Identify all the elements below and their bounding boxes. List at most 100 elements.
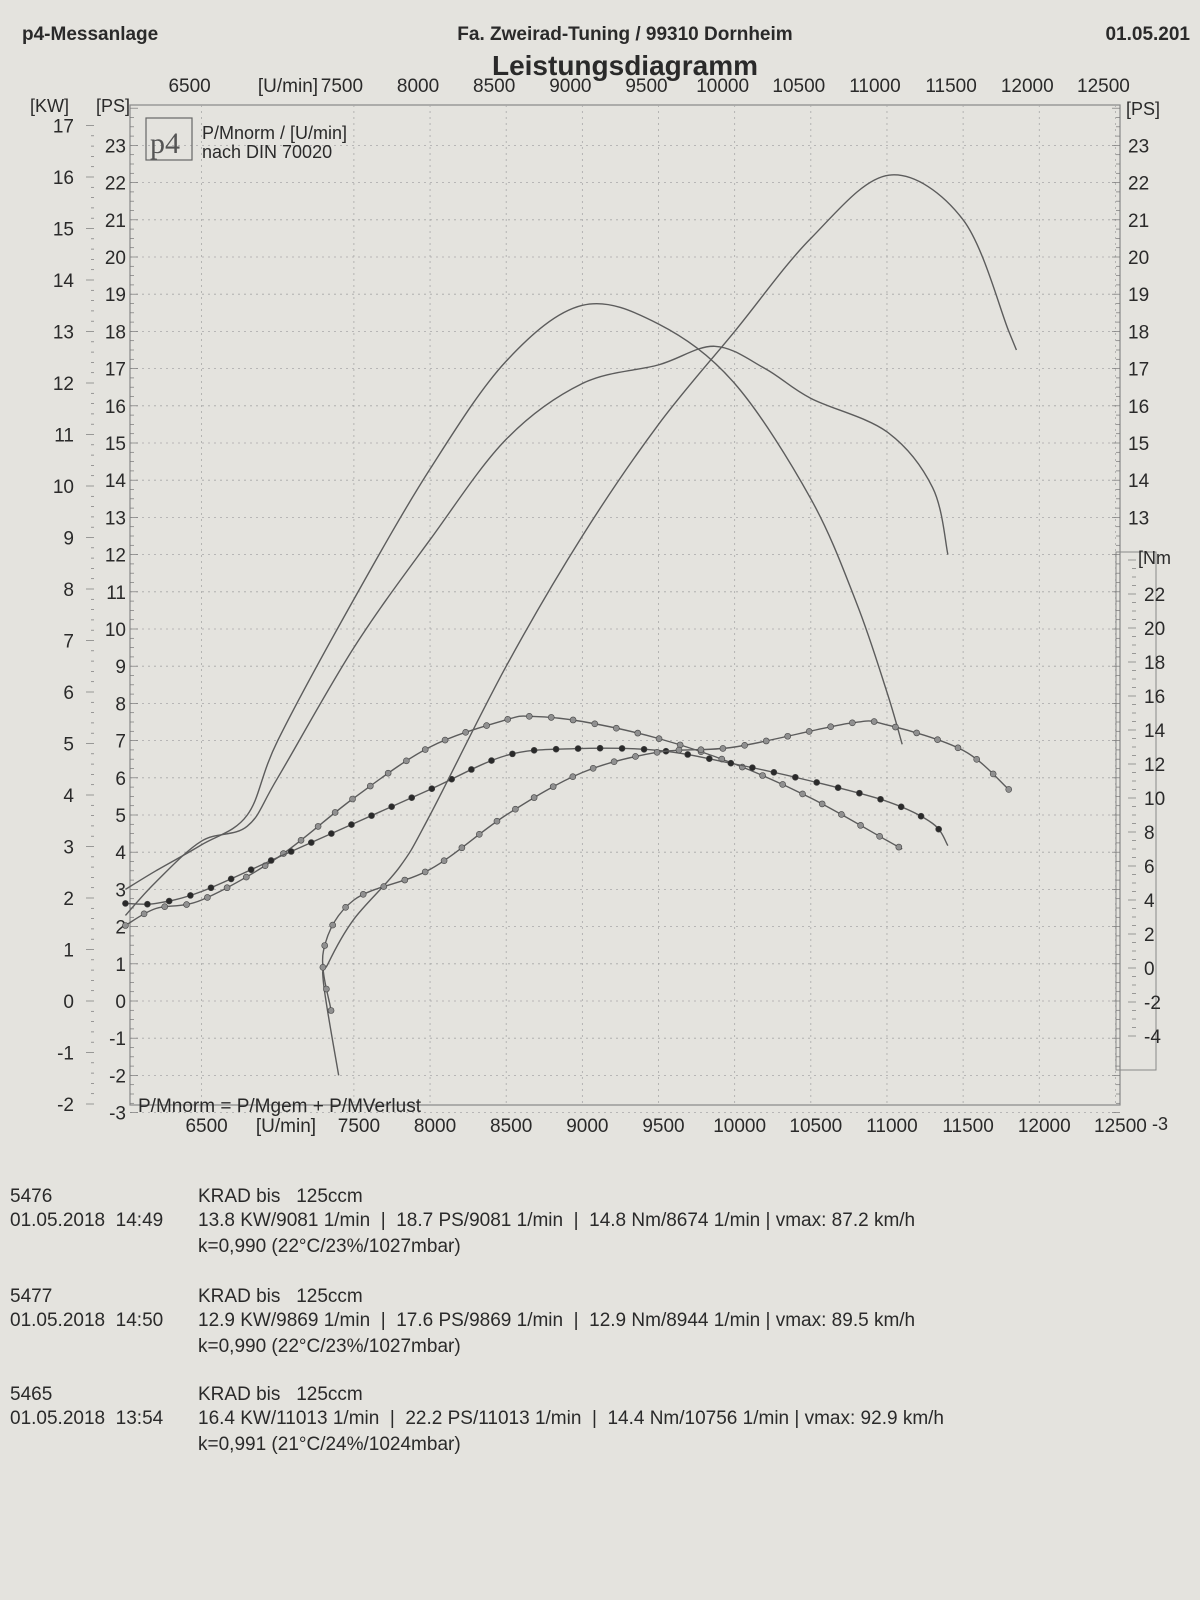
torque-point-5477 (684, 751, 692, 758)
nm-tick-label: 22 (1144, 585, 1165, 606)
torque-point-5476 (421, 746, 429, 753)
kw-tick-label: 0 (63, 992, 74, 1013)
torque-point-5476 (243, 873, 250, 881)
ps-tick-label: 12 (105, 546, 126, 567)
torque-point-5465 (610, 758, 618, 765)
x-tick-label-top: 11500 (925, 76, 976, 97)
ps-tick-label: 22 (105, 174, 126, 195)
kw-tick-label: 2 (63, 889, 74, 910)
torque-point-5476 (483, 722, 490, 729)
torque-point-5476 (838, 811, 845, 818)
kw-tick-label: 10 (53, 477, 74, 498)
torque-point-5476 (504, 716, 512, 723)
x-tick-label-top: 12500 (1077, 76, 1130, 97)
x-unit-top: [U/min] (258, 76, 318, 97)
ps-tick-label: 19 (105, 285, 126, 306)
torque-point-5476 (297, 836, 305, 844)
kw-tick-label: 1 (63, 941, 74, 962)
ps-tick-label: 0 (115, 992, 126, 1013)
kw-axis-label: [KW] (30, 96, 69, 116)
ps-tick-label: 18 (105, 322, 126, 343)
torque-point-5477 (727, 759, 735, 767)
ps-tick-label: 4 (115, 843, 126, 864)
ps-tick-label: -3 (109, 1104, 126, 1125)
ps-tick-label: 1 (115, 955, 126, 976)
chart-title: Leistungsdiagramm (491, 50, 759, 81)
dyno-chart: 6500650075007500800080008500850090009000… (30, 76, 1171, 1137)
torque-point-5477 (935, 825, 942, 833)
torque-point-5477 (877, 795, 884, 803)
torque-point-5476 (569, 716, 577, 724)
torque-point-5465 (549, 783, 557, 790)
torque-point-5477 (207, 884, 215, 892)
torque-point-5465 (784, 732, 792, 740)
ps-tick-label-right: 20 (1128, 248, 1149, 269)
torque-point-5465 (493, 817, 501, 825)
x-tick-label-top: 8000 (397, 76, 439, 97)
torque-point-5465 (719, 745, 727, 752)
torque-point-5477 (307, 839, 315, 846)
torque-point-5476 (403, 757, 410, 765)
torque-point-5465 (589, 765, 597, 772)
torque-point-5477 (813, 779, 821, 786)
torque-point-5477 (144, 900, 151, 908)
torque-point-5477 (187, 892, 194, 899)
torque-point-5476 (204, 894, 211, 901)
torque-point-5465 (323, 985, 330, 993)
torque-point-5476 (895, 843, 903, 851)
torque-point-5465 (653, 749, 661, 756)
kw-tick-label: 4 (63, 786, 74, 807)
kw-tick-label: 9 (63, 529, 74, 550)
torque-point-5477 (428, 785, 436, 793)
torque-point-5465 (762, 737, 770, 745)
kw-tick-label: 12 (53, 374, 74, 395)
torque-point-5465 (741, 742, 748, 749)
torque-point-5465 (512, 805, 519, 813)
torque-point-5476 (441, 736, 449, 744)
nm-tick-label: 10 (1144, 789, 1165, 810)
torque-point-5465 (530, 794, 538, 801)
run-stats: 16.4 KW/11013 1/min | 22.2 PS/11013 1/mi… (198, 1408, 944, 1429)
x-tick-label-bottom: 12000 (1018, 1116, 1071, 1137)
header-center: Fa. Zweirad-Tuning / 99310 Dornheim (457, 24, 793, 45)
x-tick-label-top: 10500 (772, 76, 825, 97)
torque-point-5477 (596, 744, 604, 752)
logo-text: p4 (150, 127, 180, 160)
run-conditions: k=0,990 (22°C/23%/1027mbar) (198, 1236, 461, 1257)
run-vehicle: KRAD bis 125ccm (198, 1186, 363, 1207)
ps-tick-label: 3 (115, 880, 126, 901)
x-tick-label-top: 7500 (321, 76, 363, 97)
torque-point-5476 (613, 724, 620, 732)
torque-point-5477 (287, 848, 295, 855)
header-date: 01.05.201 (1105, 24, 1190, 45)
kw-tick-label: 11 (54, 426, 74, 447)
torque-point-5465 (327, 1007, 335, 1014)
kw-tick-label: 16 (53, 168, 74, 189)
torque-point-5465 (421, 868, 429, 876)
kw-tick-label: 5 (63, 735, 74, 756)
torque-point-5476 (525, 712, 533, 720)
power-curve-5477 (124, 345, 949, 916)
torque-point-5477 (618, 745, 626, 752)
torque-point-5477 (348, 821, 355, 828)
ps-tick-label-right: 18 (1128, 322, 1149, 343)
torque-point-5476 (655, 735, 663, 742)
ps-axis-label: [PS] (96, 96, 130, 116)
run-vehicle: KRAD bis 125ccm (198, 1384, 363, 1405)
torque-point-5465 (476, 830, 483, 838)
legend-line-2: nach DIN 70020 (202, 142, 332, 162)
torque-point-5476 (223, 884, 231, 892)
ps-tick-label: 2 (115, 918, 126, 939)
kw-tick-label: -1 (57, 1044, 74, 1065)
torque-point-5465 (697, 746, 705, 753)
torque-point-5477 (165, 897, 173, 905)
kw-tick-label: 17 (53, 117, 74, 138)
torque-point-5477 (267, 857, 275, 864)
x-tick-label-top: 12000 (1001, 76, 1054, 97)
torque-point-5465 (321, 942, 329, 949)
torque-point-5476 (314, 823, 322, 830)
ps-tick-label: 23 (105, 136, 126, 157)
nm-tick-label: 18 (1144, 653, 1165, 674)
torque-point-5465 (892, 723, 899, 731)
torque-point-5477 (574, 745, 582, 752)
